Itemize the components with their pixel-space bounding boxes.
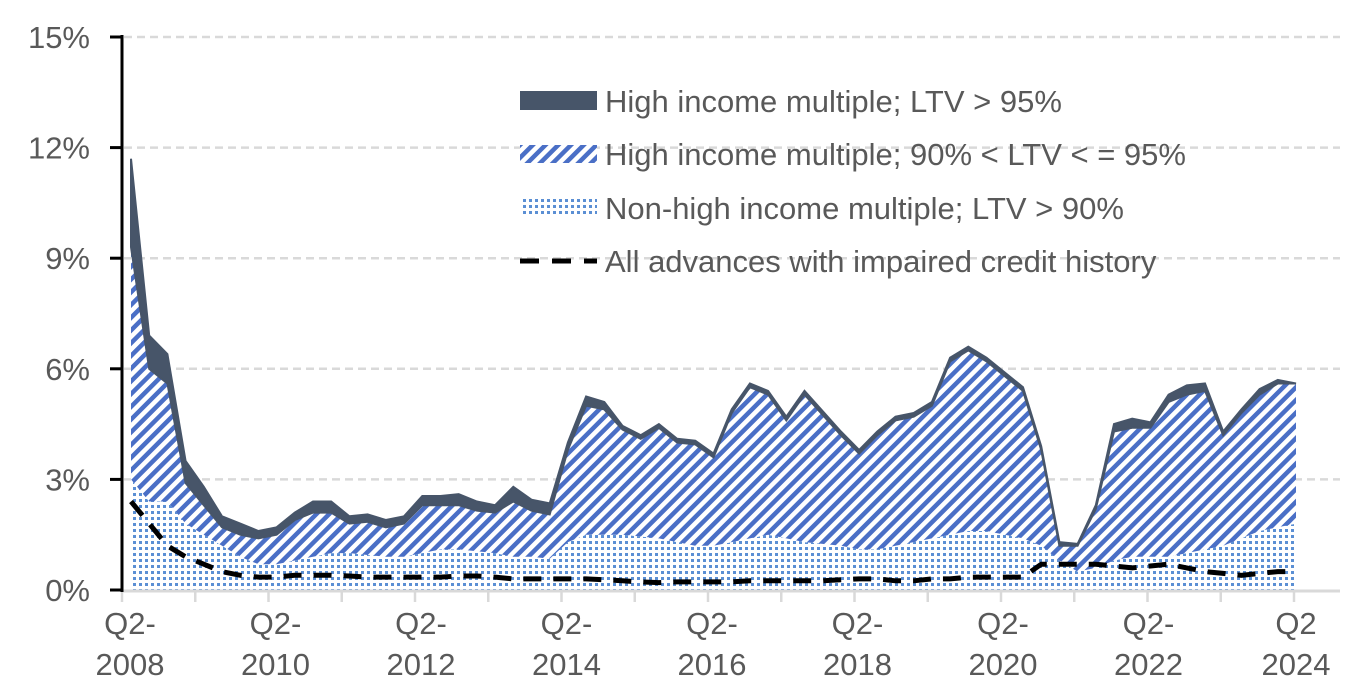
x-tick-label-line2: 2016 xyxy=(678,647,747,682)
y-tick-label: 12% xyxy=(28,131,90,166)
legend-item: High income multiple; 90% < LTV < = 95% xyxy=(520,137,1186,172)
legend-label: High income multiple; 90% < LTV < = 95% xyxy=(605,137,1186,172)
x-tick-label-line1: Q2- xyxy=(104,606,156,641)
impaired-credit-dashed-line xyxy=(129,499,1296,586)
x-tick-label-line2: 2018 xyxy=(823,647,892,682)
non-high-income-area xyxy=(131,479,1296,590)
legend: High income multiple; LTV > 95% High inco… xyxy=(520,84,1186,279)
x-tick-label-line2: 2020 xyxy=(969,647,1038,682)
legend-label: All advances with impaired credit histor… xyxy=(605,244,1157,279)
x-axis-labels: Q2- 2008 Q2- 2010 Q2- 2012 Q2- 2014 Q2- 2016 Q2- 20… xyxy=(96,606,1331,682)
x-tick-label-line2: 2012 xyxy=(387,647,456,682)
x-tick-label-line1: Q2- xyxy=(832,606,884,641)
legend-swatch-hatch-icon xyxy=(520,145,597,163)
axes xyxy=(110,35,1340,602)
x-tick-label-line2: 2022 xyxy=(1114,647,1183,682)
x-tick-label-line1: Q2 xyxy=(1275,606,1316,641)
x-tick-label-line1: Q2- xyxy=(250,606,302,641)
x-tick-label-line2: 2010 xyxy=(241,647,310,682)
gridlines xyxy=(124,35,1340,481)
x-tick-label-line1: Q2- xyxy=(395,606,447,641)
x-tick-label-line2: 2014 xyxy=(532,647,601,682)
data-areas xyxy=(129,158,1297,590)
legend-item: High income multiple; LTV > 95% xyxy=(520,84,1062,119)
x-tick-label-line1: Q2- xyxy=(541,606,593,641)
high-income-90-95-area xyxy=(131,247,1296,572)
x-tick-label-line2: 2008 xyxy=(96,647,165,682)
legend-item: Non-high income multiple; LTV > 90% xyxy=(520,191,1124,226)
y-tick-label: 3% xyxy=(45,462,90,497)
high-income-over-95-area xyxy=(130,158,1297,547)
x-tick-label-line1: Q2- xyxy=(977,606,1029,641)
y-tick-label: 0% xyxy=(45,573,90,608)
legend-label: High income multiple; LTV > 95% xyxy=(605,84,1062,119)
legend-item: All advances with impaired credit histor… xyxy=(520,244,1157,279)
y-tick-label: 6% xyxy=(45,352,90,387)
legend-swatch-dots-icon xyxy=(520,199,597,217)
legend-swatch-solid-icon xyxy=(520,91,597,110)
legend-label: Non-high income multiple; LTV > 90% xyxy=(605,191,1124,226)
x-tick-label-line1: Q2- xyxy=(1123,606,1175,641)
x-tick-label-line2: 2024 xyxy=(1262,647,1331,682)
y-tick-label: 15% xyxy=(28,20,90,55)
y-tick-label: 9% xyxy=(45,241,90,276)
x-tick-label-line1: Q2- xyxy=(686,606,738,641)
y-axis-labels: 0% 3% 6% 9% 12% 15% xyxy=(28,20,90,608)
